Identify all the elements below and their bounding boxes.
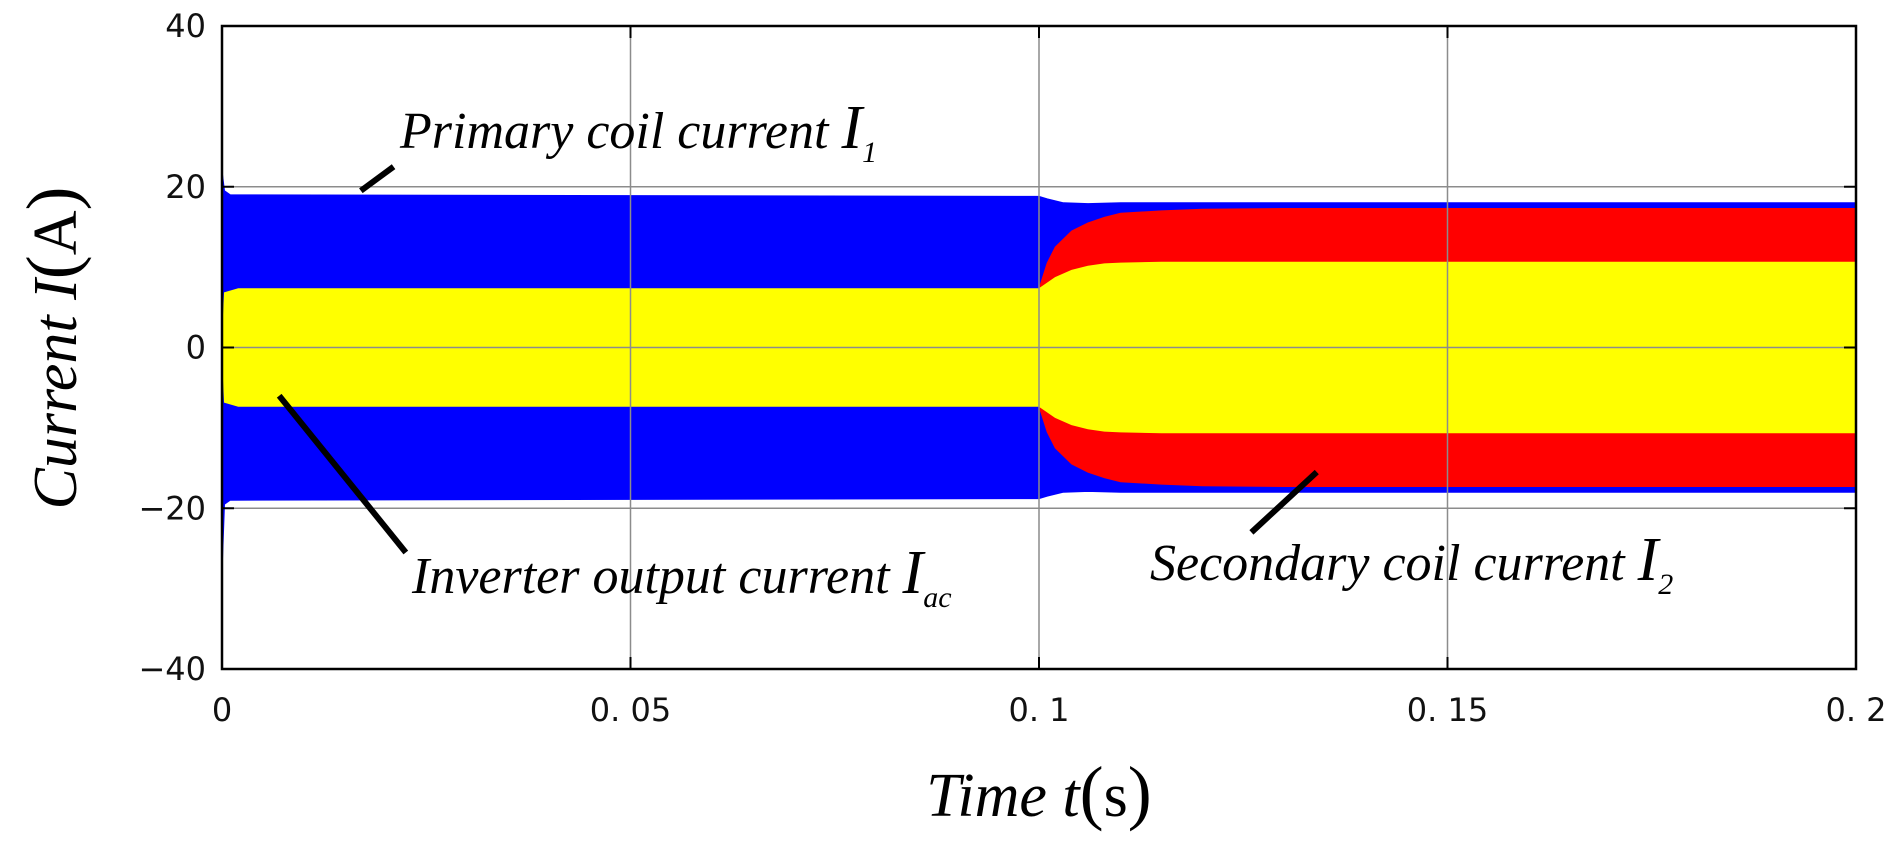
- y-tick-label: 40: [165, 7, 206, 45]
- x-tick-label: 0. 1: [1008, 691, 1069, 729]
- y-tick-label: −20: [138, 489, 206, 527]
- grid-lines: [222, 26, 1856, 669]
- x-axis-symbol: t: [1062, 762, 1081, 830]
- axis-ticks: 0 0. 05 0. 1 0. 15 0. 2 40 20 0 −20 −40: [138, 7, 1886, 729]
- x-tick-label: 0: [212, 691, 232, 729]
- annotation-subscript: 1: [862, 136, 877, 169]
- annotation-symbol: I: [902, 539, 927, 607]
- x-tick-label: 0. 15: [1407, 691, 1488, 729]
- x-tick-label: 0. 05: [590, 691, 671, 729]
- annotation-label: Primary coil current I1: [399, 94, 877, 169]
- annotation-symbol: I: [840, 94, 865, 162]
- y-tick-label: 20: [165, 168, 206, 206]
- annotation-subscript: 2: [1658, 568, 1673, 601]
- y-axis-label: Current I(A): [12, 187, 92, 510]
- annotation-pointer: [359, 164, 396, 194]
- annotation-text: Secondary coil current: [1150, 535, 1638, 592]
- x-axis-quantity: Time: [926, 762, 1047, 830]
- y-tick-label: 0: [186, 329, 206, 367]
- annotation-symbol: I: [1637, 526, 1662, 594]
- x-tick-label: 0. 2: [1825, 691, 1886, 729]
- annotation-label: Secondary coil current I2: [1150, 526, 1673, 601]
- y-tick-label: −40: [138, 650, 206, 688]
- annotation-label: Inverter output current Iac: [411, 539, 952, 614]
- annotation-pointer: [276, 393, 409, 555]
- y-axis-quantity: Current: [22, 314, 90, 510]
- annotation-pointer: [1249, 469, 1319, 535]
- x-axis-unit: s: [1104, 762, 1128, 830]
- y-axis-symbol: I: [22, 276, 90, 301]
- annotation-text: Inverter output current: [411, 548, 903, 605]
- y-axis-unit: A: [22, 210, 90, 255]
- x-axis-label: Time t(s): [926, 752, 1151, 832]
- annotation-subscript: ac: [923, 581, 951, 614]
- annotation-text: Primary coil current: [399, 103, 841, 160]
